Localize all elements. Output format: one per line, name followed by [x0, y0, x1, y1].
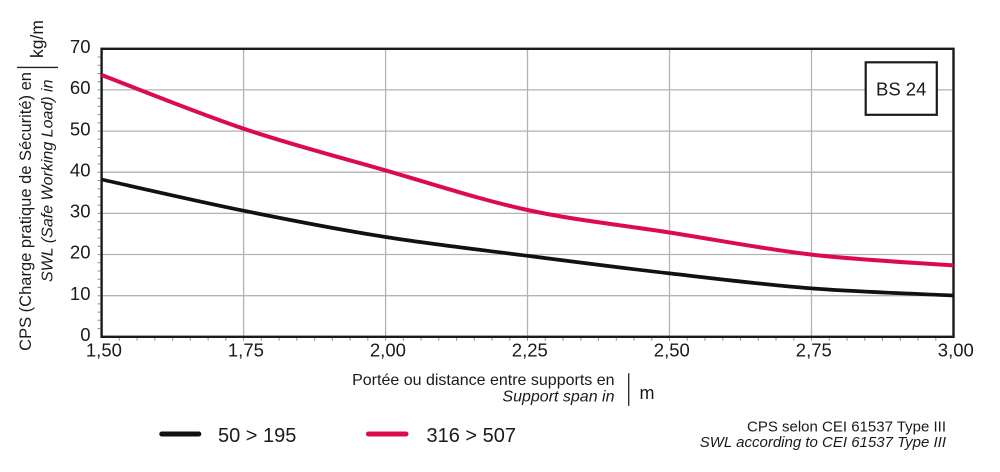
svg-text:Support span in: Support span in	[502, 389, 614, 406]
svg-text:BS 24: BS 24	[876, 78, 926, 99]
svg-text:m: m	[640, 383, 655, 403]
svg-text:3,00: 3,00	[938, 340, 974, 361]
svg-text:20: 20	[70, 242, 91, 263]
svg-text:70: 70	[70, 36, 91, 57]
svg-text:Portée ou distance entre suppo: Portée ou distance entre supports en	[352, 372, 614, 389]
svg-text:60: 60	[70, 77, 91, 98]
svg-text:2,00: 2,00	[370, 340, 406, 361]
svg-text:2,50: 2,50	[654, 340, 690, 361]
svg-text:40: 40	[70, 159, 91, 180]
svg-text:1,50: 1,50	[86, 340, 122, 361]
svg-text:kg/m: kg/m	[27, 20, 47, 58]
svg-text:SWL according to CEI 61537 Typ: SWL according to CEI 61537 Type III	[700, 434, 946, 451]
svg-text:50: 50	[70, 118, 91, 139]
svg-text:2,75: 2,75	[796, 340, 832, 361]
svg-text:SWL (Safe Working Load) in: SWL (Safe Working Load) in	[40, 79, 57, 282]
svg-text:CPS (Charge pratique de Sécuri: CPS (Charge pratique de Sécurité) en	[17, 72, 35, 351]
svg-text:1,75: 1,75	[228, 340, 264, 361]
svg-text:316 > 507: 316 > 507	[427, 425, 517, 447]
svg-text:CPS selon CEI 61537 Type III: CPS selon CEI 61537 Type III	[747, 419, 946, 436]
svg-text:2,25: 2,25	[512, 340, 548, 361]
svg-text:0: 0	[80, 324, 90, 345]
svg-text:10: 10	[70, 283, 91, 304]
svg-text:50 > 195: 50 > 195	[218, 425, 296, 447]
svg-text:30: 30	[70, 201, 91, 222]
